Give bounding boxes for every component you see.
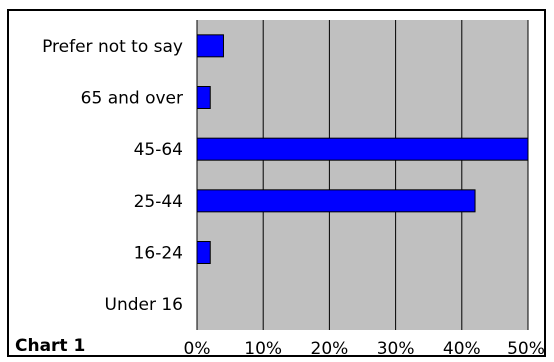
x-tick-label: 50% xyxy=(507,339,545,359)
category-label: 65 and over xyxy=(81,89,183,109)
chart-caption: Chart 1 xyxy=(15,336,86,356)
x-tick-label: 0% xyxy=(184,339,211,359)
bar xyxy=(196,241,211,264)
category-label: Under 16 xyxy=(105,295,184,315)
x-tick-label: 20% xyxy=(311,339,349,359)
category-label: 16-24 xyxy=(134,244,183,264)
category-label: 25-44 xyxy=(134,192,183,212)
category-label: Prefer not to say xyxy=(42,37,183,57)
x-tick-label: 10% xyxy=(244,339,282,359)
bar xyxy=(196,189,476,213)
grid-lines xyxy=(196,20,529,330)
x-tick-label: 40% xyxy=(443,339,481,359)
x-tick-labels: 0% 10% 20% 30% 40% 50% xyxy=(184,339,545,359)
plot-area xyxy=(197,20,528,330)
x-tick-label: 30% xyxy=(377,339,415,359)
bar xyxy=(196,86,211,109)
category-label: 45-64 xyxy=(134,140,183,160)
category-labels: Under 16 16-24 25-44 45-64 65 and over Prefer… xyxy=(42,37,183,315)
bars xyxy=(196,34,529,264)
bar xyxy=(196,137,529,161)
bar xyxy=(196,34,224,58)
